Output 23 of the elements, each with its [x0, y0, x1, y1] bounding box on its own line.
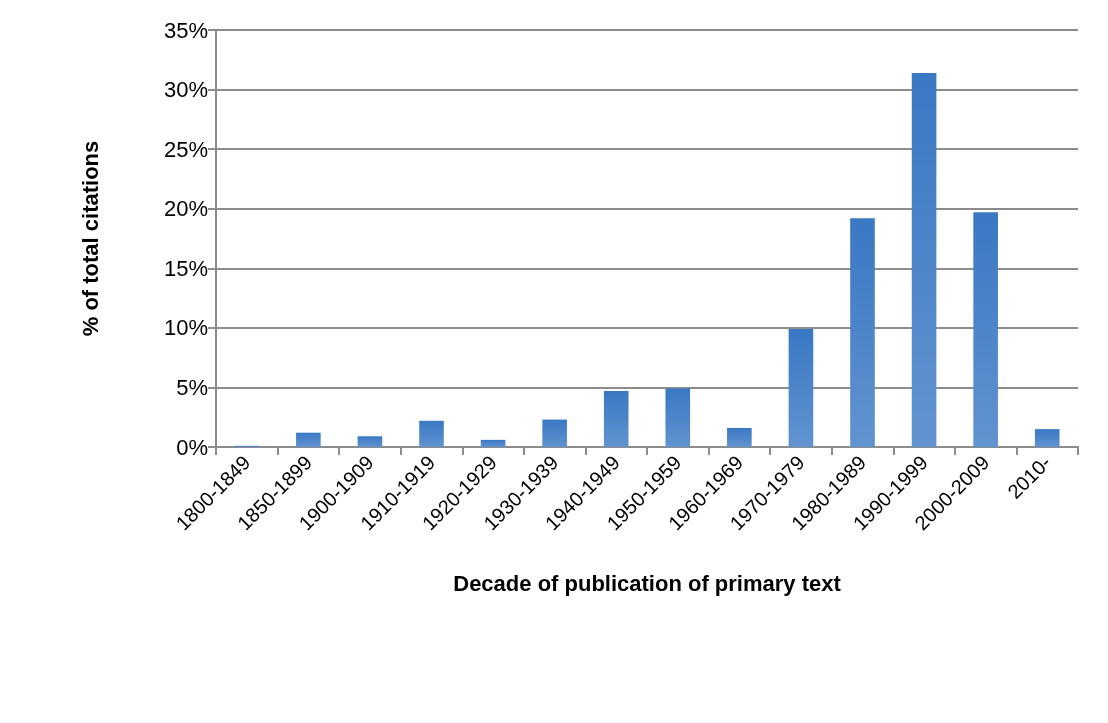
bar [911, 72, 937, 447]
y-tick-label: 25% [163, 136, 208, 162]
bar [357, 436, 383, 447]
bar [419, 420, 444, 447]
bar [542, 419, 567, 447]
bar [1034, 429, 1060, 447]
x-axis-title: Decade of publication of primary text [453, 570, 842, 596]
bar [850, 218, 875, 447]
bar [296, 432, 321, 447]
y-tick-label: 15% [163, 255, 208, 281]
bar [727, 427, 752, 447]
bar [665, 388, 691, 447]
bar [788, 329, 814, 447]
bar [973, 212, 998, 447]
y-tick-label: 5% [176, 374, 208, 400]
bar [603, 391, 629, 447]
y-tick-label: 30% [163, 77, 208, 103]
bar [480, 439, 506, 447]
y-tick-label: 0% [176, 434, 208, 460]
y-axis-title: % of total citations [77, 140, 103, 337]
y-tick-label: 10% [163, 315, 208, 341]
y-tick-label: 20% [163, 196, 208, 222]
y-tick-label: 35% [163, 17, 208, 43]
